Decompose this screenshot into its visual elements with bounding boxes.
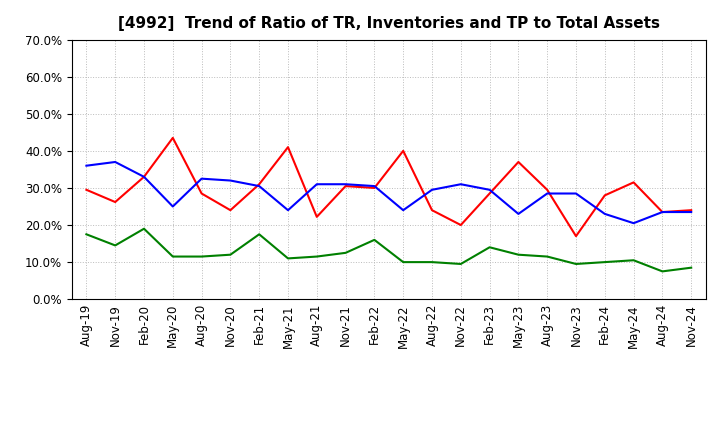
Inventories: [687, 209, 696, 215]
Inventories: [485, 187, 494, 192]
Inventories: [312, 182, 321, 187]
Title: [4992]  Trend of Ratio of TR, Inventories and TP to Total Assets: [4992] Trend of Ratio of TR, Inventories…: [118, 16, 660, 32]
Trade Receivables: [111, 199, 120, 205]
Trade Receivables: [284, 144, 292, 150]
Inventories: [197, 176, 206, 181]
Inventories: [428, 187, 436, 192]
Trade Receivables: [140, 174, 148, 180]
Trade Receivables: [168, 135, 177, 140]
Inventories: [255, 183, 264, 189]
Trade Payables: [629, 258, 638, 263]
Trade Payables: [428, 260, 436, 265]
Trade Receivables: [600, 193, 609, 198]
Inventories: [111, 159, 120, 165]
Trade Payables: [456, 261, 465, 267]
Inventories: [226, 178, 235, 183]
Inventories: [572, 191, 580, 196]
Inventories: [399, 208, 408, 213]
Trade Receivables: [82, 187, 91, 192]
Trade Payables: [600, 260, 609, 265]
Trade Receivables: [370, 185, 379, 191]
Trade Receivables: [485, 191, 494, 196]
Inventories: [514, 211, 523, 216]
Line: Trade Payables: Trade Payables: [86, 229, 691, 271]
Trade Payables: [111, 243, 120, 248]
Trade Payables: [284, 256, 292, 261]
Trade Receivables: [456, 222, 465, 227]
Trade Payables: [82, 231, 91, 237]
Trade Receivables: [572, 234, 580, 239]
Trade Payables: [658, 269, 667, 274]
Inventories: [456, 182, 465, 187]
Trade Receivables: [428, 208, 436, 213]
Trade Payables: [514, 252, 523, 257]
Trade Receivables: [399, 148, 408, 154]
Inventories: [168, 204, 177, 209]
Trade Receivables: [226, 208, 235, 213]
Trade Payables: [399, 260, 408, 265]
Inventories: [629, 220, 638, 226]
Inventories: [140, 174, 148, 180]
Inventories: [341, 182, 350, 187]
Line: Trade Receivables: Trade Receivables: [86, 138, 691, 236]
Trade Payables: [255, 231, 264, 237]
Inventories: [82, 163, 91, 169]
Line: Inventories: Inventories: [86, 162, 691, 223]
Trade Receivables: [197, 191, 206, 196]
Trade Payables: [341, 250, 350, 256]
Trade Receivables: [255, 182, 264, 187]
Trade Payables: [370, 237, 379, 242]
Trade Payables: [485, 245, 494, 250]
Trade Payables: [168, 254, 177, 259]
Trade Payables: [687, 265, 696, 270]
Trade Payables: [543, 254, 552, 259]
Trade Receivables: [687, 208, 696, 213]
Trade Receivables: [312, 214, 321, 220]
Trade Payables: [140, 226, 148, 231]
Trade Receivables: [543, 187, 552, 192]
Trade Receivables: [341, 183, 350, 189]
Inventories: [370, 183, 379, 189]
Trade Payables: [572, 261, 580, 267]
Trade Receivables: [658, 209, 667, 215]
Inventories: [600, 211, 609, 216]
Trade Receivables: [629, 180, 638, 185]
Trade Receivables: [514, 159, 523, 165]
Inventories: [543, 191, 552, 196]
Inventories: [284, 208, 292, 213]
Trade Payables: [197, 254, 206, 259]
Trade Payables: [312, 254, 321, 259]
Inventories: [658, 209, 667, 215]
Trade Payables: [226, 252, 235, 257]
